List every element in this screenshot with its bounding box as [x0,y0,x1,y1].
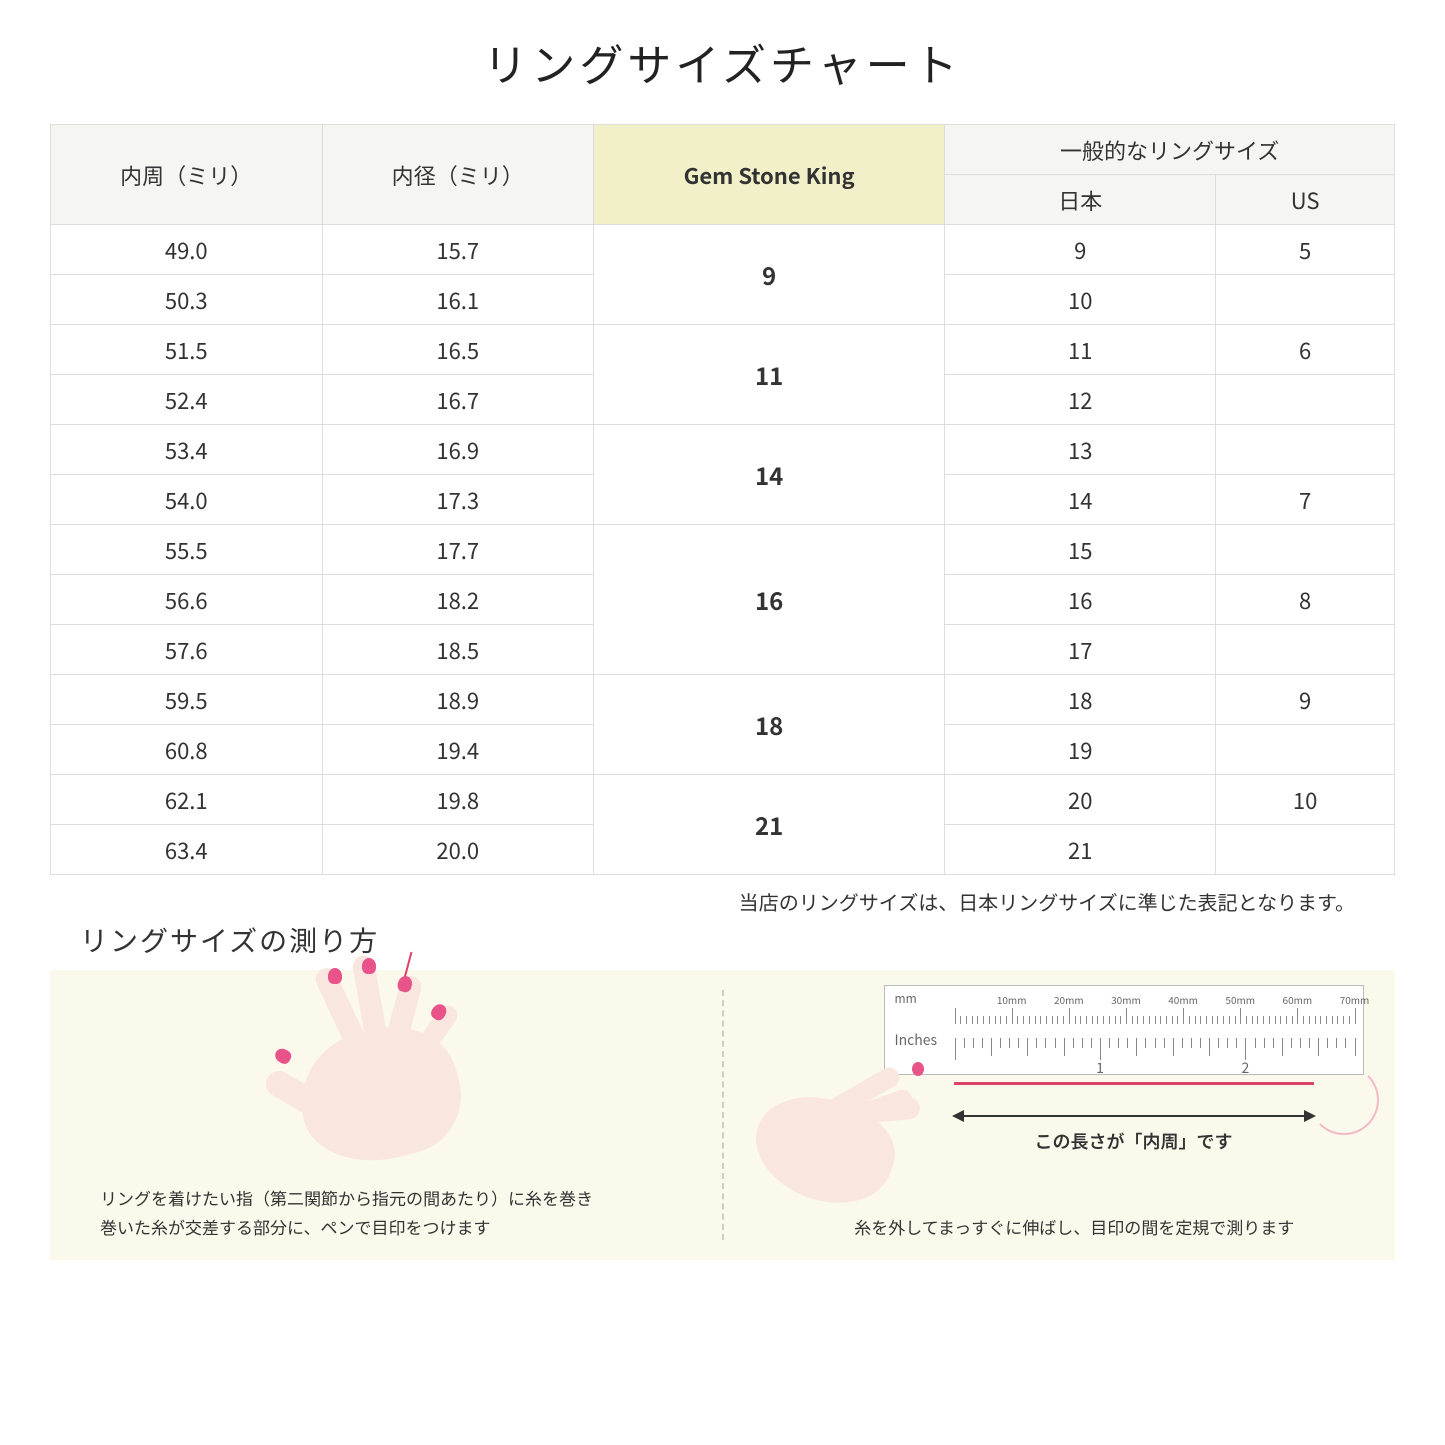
cell-jp: 15 [945,525,1216,575]
table-row: 55.517.71615 [51,525,1395,575]
col-diameter: 内径（ミリ） [322,125,594,225]
howto-panel-right: mm Inches 10mm20mm30mm40mm50mm60mm70mm 1… [724,970,1396,1260]
cell-jp: 20 [945,775,1216,825]
arrow-label: この長さが「内周」です [954,1128,1314,1154]
cell-circumference: 52.4 [51,375,323,425]
cell-us: 10 [1216,775,1395,825]
cell-jp: 12 [945,375,1216,425]
cell-jp: 21 [945,825,1216,875]
table-row: 62.119.8212010 [51,775,1395,825]
col-us: US [1216,175,1395,225]
cell-diameter: 17.3 [322,475,594,525]
cell-diameter: 18.5 [322,625,594,675]
cell-circumference: 51.5 [51,325,323,375]
cell-us: 5 [1216,225,1395,275]
cell-jp: 18 [945,675,1216,725]
cell-gsk: 18 [594,675,945,775]
cell-diameter: 16.1 [322,275,594,325]
cell-circumference: 56.6 [51,575,323,625]
howto-caption-right: 糸を外してまっすぐに伸ばし、目印の間を定規で測ります [804,1213,1346,1242]
hand-illustration-right [754,1060,954,1200]
ruler-illustration: mm Inches 10mm20mm30mm40mm50mm60mm70mm 1… [884,985,1364,1075]
cell-diameter: 16.9 [322,425,594,475]
ring-size-table: 内周（ミリ） 内径（ミリ） Gem Stone King 一般的なリングサイズ … [50,124,1395,875]
cell-diameter: 16.5 [322,325,594,375]
cell-jp: 9 [945,225,1216,275]
cell-diameter: 19.8 [322,775,594,825]
cell-diameter: 18.9 [322,675,594,725]
measurement-arrow [954,1115,1314,1117]
cell-us: 6 [1216,325,1395,375]
page-title: リングサイズチャート [50,30,1395,94]
col-gsk: Gem Stone King [594,125,945,225]
cell-us [1216,625,1395,675]
cell-us: 9 [1216,675,1395,725]
col-jp: 日本 [945,175,1216,225]
cell-gsk: 9 [594,225,945,325]
thread-line [954,1082,1314,1085]
cell-jp: 11 [945,325,1216,375]
cell-diameter: 15.7 [322,225,594,275]
cell-us: 8 [1216,575,1395,625]
size-note: 当店のリングサイズは、日本リングサイズに準じた表記となります。 [50,887,1395,916]
cell-circumference: 63.4 [51,825,323,875]
cell-jp: 14 [945,475,1216,525]
hand-illustration-left [280,970,500,1170]
table-row: 59.518.918189 [51,675,1395,725]
howto-caption-left: リングを着けたい指（第二関節から指元の間あたり）に糸を巻き巻いた糸が交差する部分… [100,1184,692,1242]
cell-us: 7 [1216,475,1395,525]
col-circumference: 内周（ミリ） [51,125,323,225]
cell-us [1216,525,1395,575]
cell-circumference: 59.5 [51,675,323,725]
cell-diameter: 16.7 [322,375,594,425]
howto-panel-left: リングを着けたい指（第二関節から指元の間あたり）に糸を巻き巻いた糸が交差する部分… [50,970,722,1260]
ruler-mm-unit: mm [895,990,917,1007]
cell-us [1216,725,1395,775]
cell-jp: 17 [945,625,1216,675]
table-row: 51.516.511116 [51,325,1395,375]
cell-circumference: 49.0 [51,225,323,275]
cell-diameter: 18.2 [322,575,594,625]
cell-circumference: 50.3 [51,275,323,325]
cell-us [1216,275,1395,325]
cell-circumference: 57.6 [51,625,323,675]
cell-diameter: 17.7 [322,525,594,575]
table-row: 53.416.91413 [51,425,1395,475]
cell-gsk: 16 [594,525,945,675]
thread-curl [1309,1065,1379,1135]
cell-us [1216,375,1395,425]
howto-section: リングを着けたい指（第二関節から指元の間あたり）に糸を巻き巻いた糸が交差する部分… [50,970,1395,1260]
cell-diameter: 20.0 [322,825,594,875]
cell-jp: 10 [945,275,1216,325]
col-general: 一般的なリングサイズ [945,125,1395,175]
cell-jp: 16 [945,575,1216,625]
cell-us [1216,825,1395,875]
cell-circumference: 54.0 [51,475,323,525]
cell-circumference: 60.8 [51,725,323,775]
cell-circumference: 53.4 [51,425,323,475]
cell-circumference: 55.5 [51,525,323,575]
table-row: 49.015.7995 [51,225,1395,275]
cell-jp: 13 [945,425,1216,475]
howto-title: リングサイズの測り方 [80,920,1395,960]
cell-diameter: 19.4 [322,725,594,775]
cell-gsk: 14 [594,425,945,525]
cell-us [1216,425,1395,475]
cell-gsk: 21 [594,775,945,875]
cell-gsk: 11 [594,325,945,425]
cell-jp: 19 [945,725,1216,775]
ruler-in-unit: Inches [895,1030,938,1050]
cell-circumference: 62.1 [51,775,323,825]
